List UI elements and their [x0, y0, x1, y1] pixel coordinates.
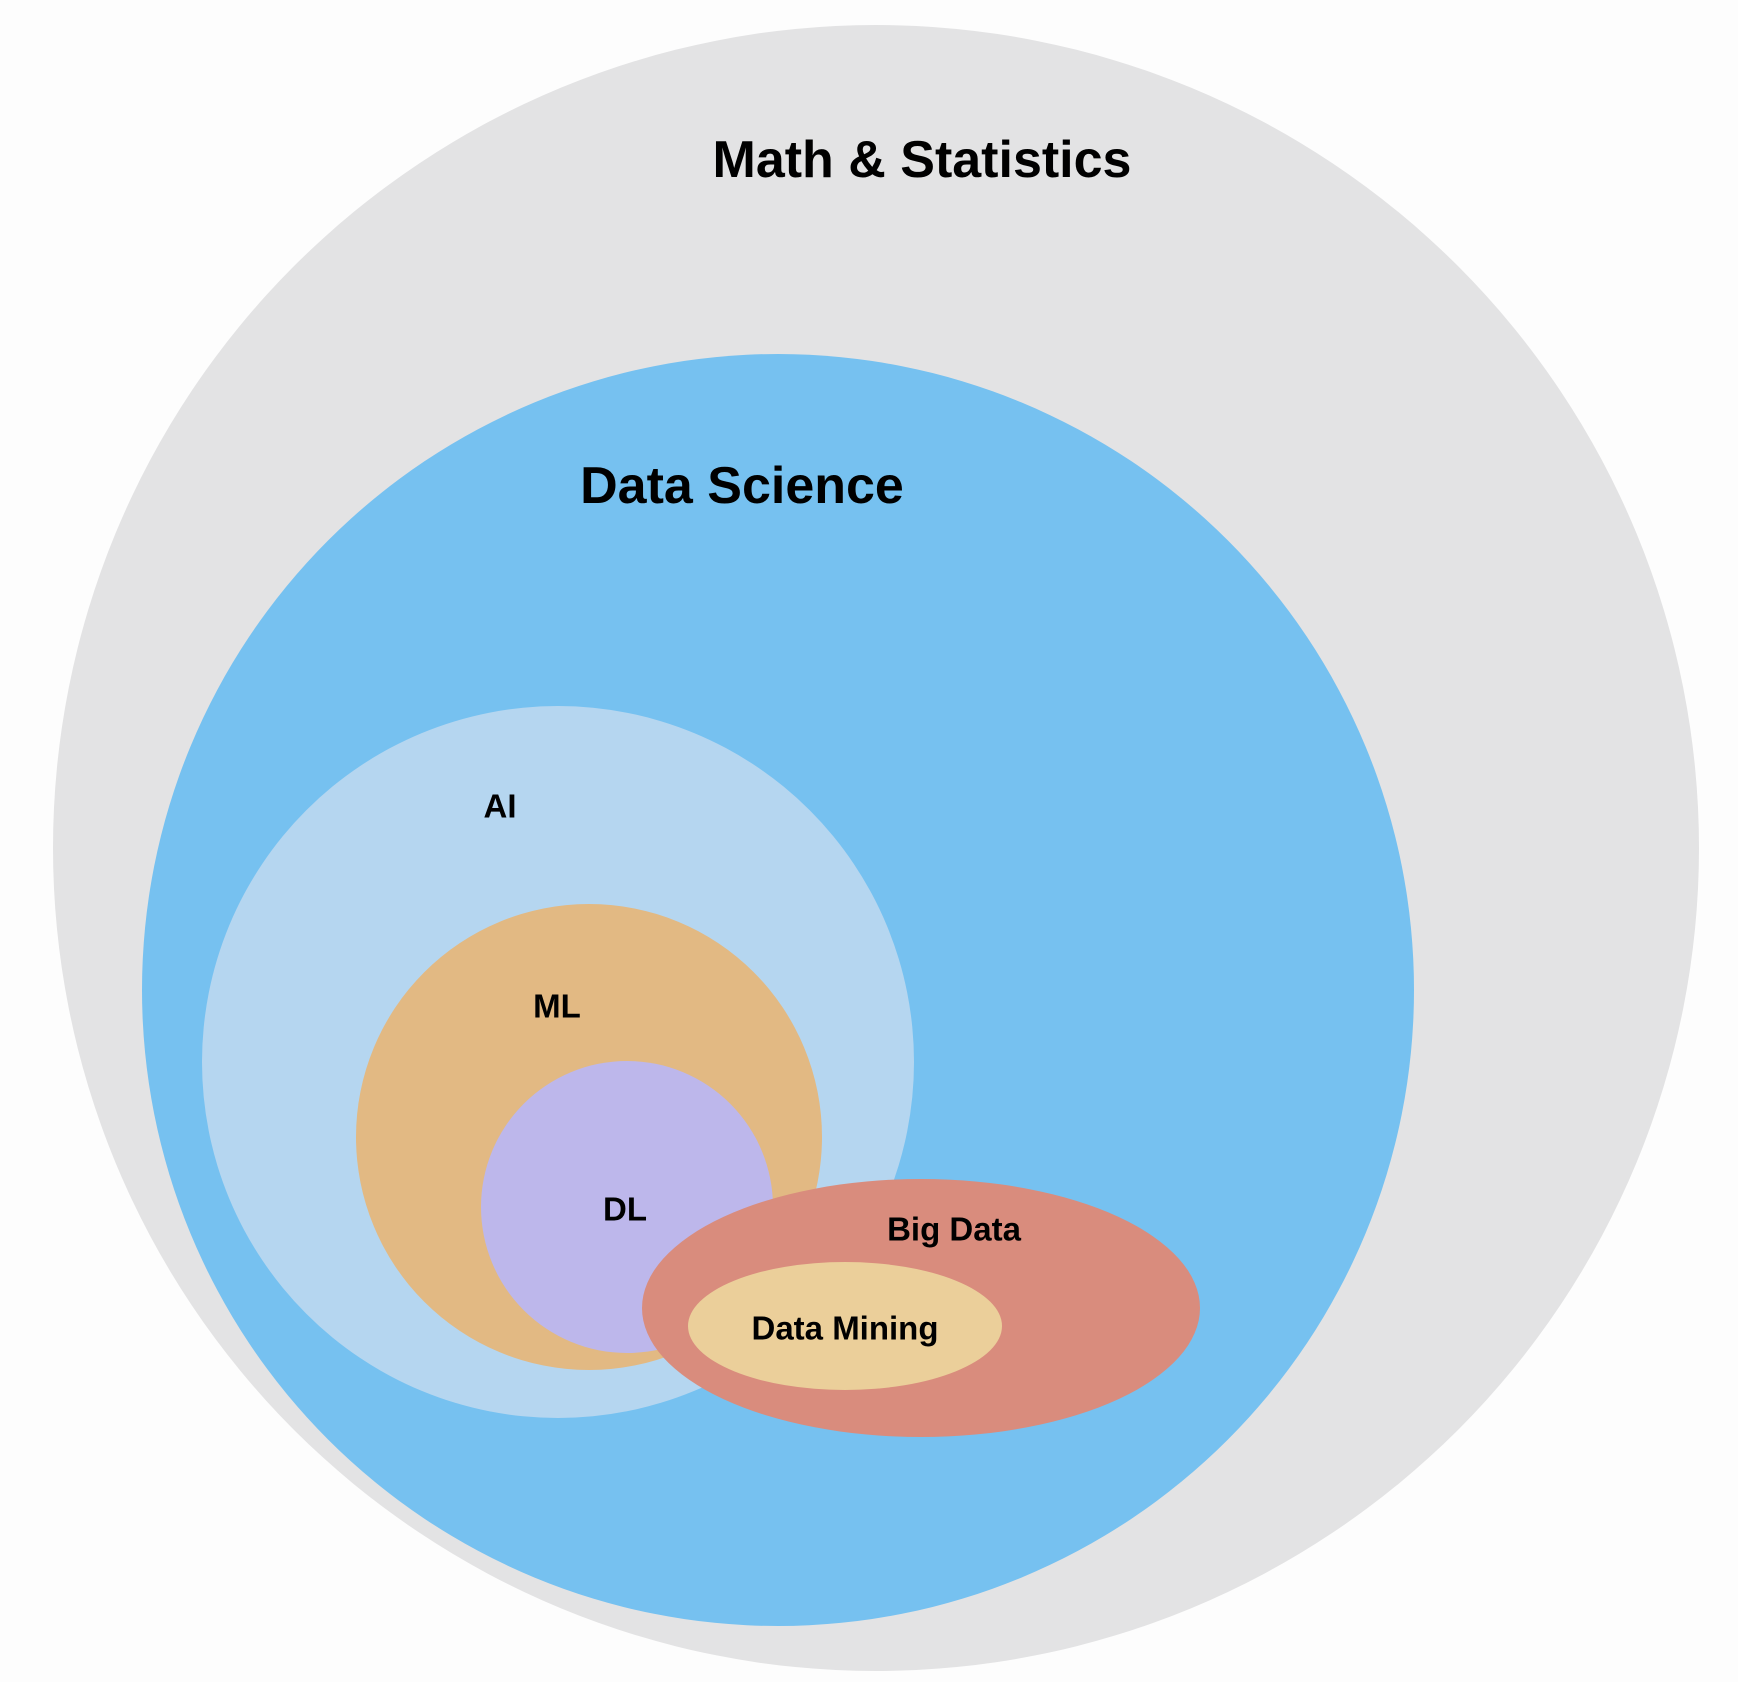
data-science-label: Data Science [580, 457, 904, 515]
dl-label: DL [603, 1191, 647, 1228]
math-statistics-label: Math & Statistics [713, 131, 1132, 189]
region-data-mining [688, 1262, 1002, 1390]
data-mining-label: Data Mining [752, 1310, 939, 1347]
ml-label: ML [533, 988, 581, 1025]
ai-label: AI [484, 788, 517, 825]
big-data-label: Big Data [887, 1211, 1022, 1248]
data-mining-ellipse [688, 1262, 1002, 1390]
